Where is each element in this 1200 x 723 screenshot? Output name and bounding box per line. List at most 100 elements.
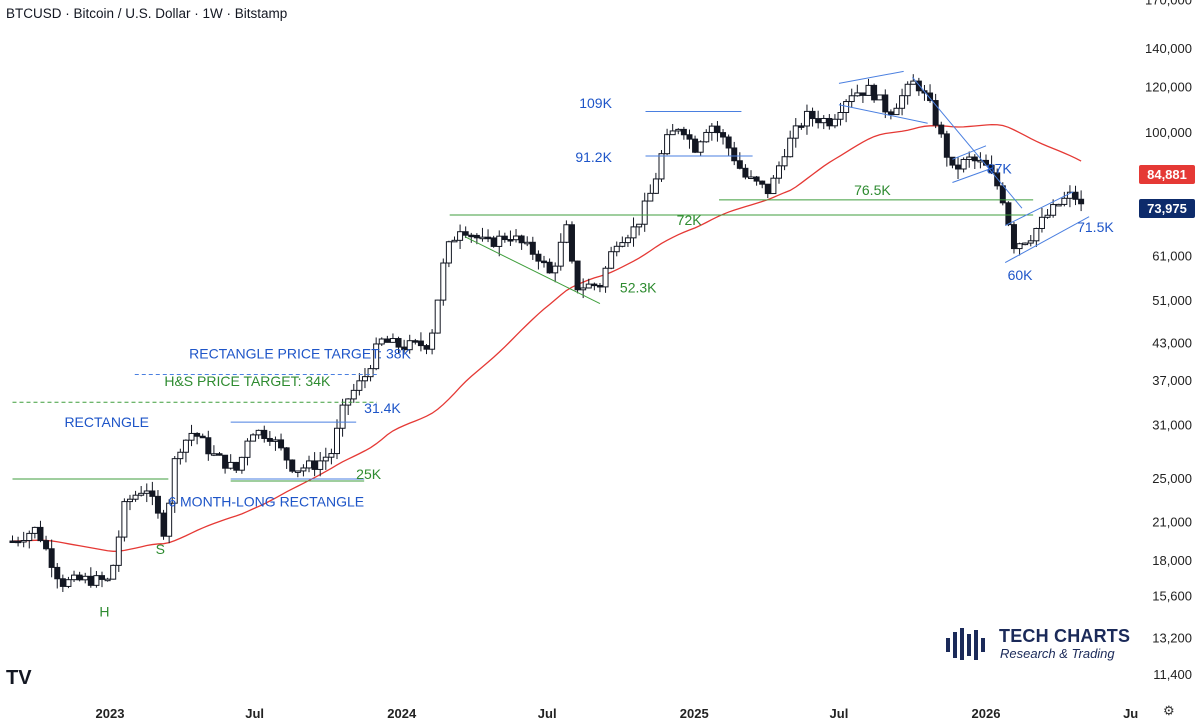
candle — [1044, 209, 1051, 219]
candle — [496, 230, 503, 257]
candle — [87, 567, 94, 588]
candle — [731, 141, 738, 166]
candlestick-series — [9, 74, 1085, 592]
candle — [854, 84, 861, 97]
candle — [887, 109, 894, 120]
candle — [440, 258, 447, 306]
candle — [171, 455, 178, 513]
y-tick-label: 25,000 — [1152, 471, 1192, 486]
candle — [792, 118, 799, 148]
candle — [82, 572, 89, 584]
candle — [596, 283, 603, 293]
candle — [876, 94, 883, 101]
candle — [1055, 203, 1062, 207]
y-tick-label: 43,000 — [1152, 336, 1192, 351]
rectangle-price-target-label: RECTANGLE PRICE TARGET: 38K — [189, 346, 411, 362]
y-tick-label: 120,000 — [1145, 79, 1192, 94]
y-tick-label: 51,000 — [1152, 293, 1192, 308]
candle — [960, 157, 967, 173]
candle — [652, 172, 659, 194]
candle — [451, 236, 458, 243]
candle — [9, 535, 16, 544]
candle — [434, 299, 441, 334]
candle — [859, 92, 866, 103]
candle — [110, 564, 117, 580]
candle — [546, 258, 553, 274]
candle — [244, 438, 251, 466]
candle — [899, 88, 906, 116]
gear-icon[interactable]: ⚙ — [1163, 703, 1175, 718]
x-axis[interactable]: 2023 Jul 2024 Jul 2025 Jul 2026 Ju — [96, 706, 1139, 721]
candle — [345, 398, 352, 415]
candle — [378, 337, 385, 346]
wedge-bottom — [838, 104, 928, 124]
y-axis[interactable]: 170,000 140,000 120,000 100,000 61,000 51,000… — [1145, 0, 1192, 682]
candle — [803, 104, 810, 135]
candle — [837, 102, 844, 126]
candle — [126, 494, 133, 511]
x-tick-label: Jul — [245, 706, 264, 721]
x-tick-label: Ju — [1123, 706, 1138, 721]
candle — [529, 236, 536, 260]
candle — [714, 121, 721, 142]
candle — [513, 229, 520, 243]
candle — [630, 217, 637, 247]
candle — [647, 184, 654, 202]
level-87k-label: 87K — [987, 161, 1013, 177]
candle — [815, 110, 822, 129]
y-tick-label: 61,000 — [1152, 248, 1192, 263]
candle — [787, 130, 794, 158]
x-tick-label: 2023 — [96, 706, 125, 721]
candle — [71, 570, 78, 583]
brand-tagline: Research & Trading — [1000, 646, 1115, 661]
candle — [893, 103, 900, 116]
rectangle-top-label: 31.4K — [364, 400, 401, 416]
candle — [1005, 201, 1012, 227]
candle — [406, 334, 413, 354]
candle — [848, 88, 855, 108]
candle — [233, 461, 240, 473]
candle — [361, 367, 368, 389]
candle — [54, 563, 61, 589]
candle — [373, 337, 380, 371]
brand-watermark: TECH CHARTS Research & Trading — [944, 624, 1144, 664]
candle — [417, 332, 424, 352]
candle — [306, 455, 313, 473]
candle — [904, 81, 911, 105]
candle — [585, 278, 592, 289]
candle — [194, 432, 201, 445]
triangle-bottom — [1004, 216, 1090, 264]
x-tick-label: 2025 — [680, 706, 709, 721]
candle — [468, 232, 475, 243]
candle — [697, 140, 704, 156]
y-tick-label: 37,000 — [1152, 373, 1192, 388]
candle — [535, 250, 542, 270]
candle — [31, 526, 38, 539]
candle — [798, 122, 805, 130]
candle — [1078, 190, 1085, 212]
candle — [479, 227, 486, 242]
shoulder-label: S — [156, 541, 165, 557]
candle — [199, 433, 206, 439]
tradingview-logo-icon[interactable]: TV — [6, 667, 32, 689]
candle — [149, 481, 156, 506]
candle — [820, 115, 827, 130]
candle — [1010, 221, 1017, 254]
y-tick-label: 170,000 — [1145, 0, 1192, 8]
moving-average-price-label: 84,881 — [1139, 164, 1195, 184]
candle — [1050, 199, 1057, 218]
candle — [485, 229, 492, 243]
candle — [188, 424, 195, 447]
candle — [93, 570, 100, 588]
candle — [20, 531, 27, 548]
candle — [222, 454, 229, 474]
candle — [613, 241, 620, 257]
candle — [591, 282, 598, 291]
candle — [412, 338, 419, 345]
candle — [48, 539, 55, 578]
candle — [501, 232, 508, 243]
candle — [708, 123, 715, 141]
candle — [915, 77, 922, 96]
candle — [367, 364, 374, 382]
